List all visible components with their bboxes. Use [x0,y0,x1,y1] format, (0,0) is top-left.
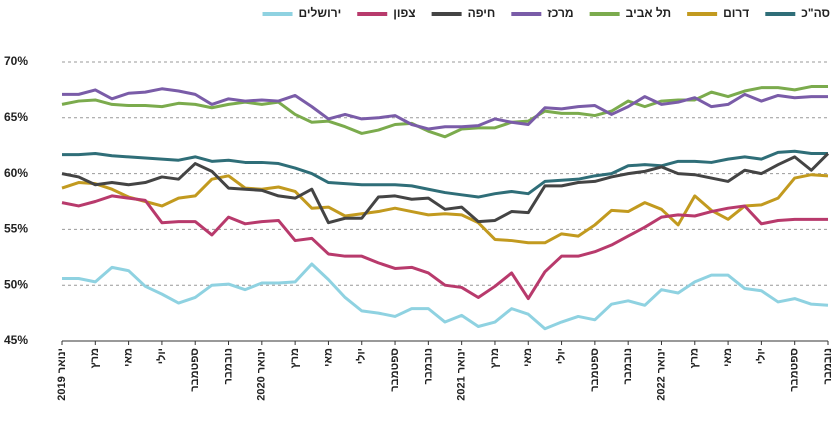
legend-label: סה"כ [801,6,830,20]
legend-label: צפון [393,6,415,20]
x-tick-label: ינואר 2022 [655,348,667,401]
legend-label: ירושלים [299,6,342,20]
series-line [62,262,829,331]
series-line [62,87,828,131]
x-tick-label: ספטמבר [389,348,401,392]
x-tick-label: מאי [322,348,334,367]
y-tick-label: 70% [4,54,28,68]
x-tick-label: מאי [522,348,534,367]
x-tick-label: נובמבר [622,348,634,384]
x-tick-label: ינואר 2020 [256,348,268,401]
y-tick-label: 65% [4,110,28,124]
x-tick-label: מרץ [689,348,701,368]
legend-label: מרכז [547,6,573,20]
y-tick-label: 45% [4,333,28,347]
x-tick-label: ינואר 2021 [456,348,468,401]
x-tick-label: מרץ [89,348,101,368]
x-tick-label: נובמבר [222,348,234,384]
y-tick-label: 60% [4,166,28,180]
series-line [61,85,828,139]
x-tick-label: יולי [155,348,168,364]
x-tick-label: נובמבר [422,348,434,384]
legend-label: תל אביב [626,6,672,20]
x-tick-label: נובמבר [822,348,834,384]
x-tick-label: מאי [123,348,135,367]
x-tick-label: ספטמבר [589,348,601,392]
series-line [62,149,828,199]
x-tick-label: יולי [754,348,767,364]
x-tick-label: ינואר 2019 [56,348,68,401]
x-tick-label: יולי [355,348,368,364]
x-tick-label: ספטמבר [189,348,201,392]
series-line [61,173,829,245]
x-tick-label: יולי [554,348,567,364]
series-line [61,152,830,225]
y-tick-label: 55% [4,222,28,236]
legend-label: דרום [723,6,749,20]
legend-label: חיפה [468,6,496,20]
x-tick-label: מרץ [289,348,301,368]
x-tick-label: מאי [722,348,734,367]
series-line [61,194,828,301]
x-tick-label: ספטמבר [789,348,801,392]
x-tick-label: מרץ [489,348,501,368]
y-tick-label: 50% [4,277,28,291]
